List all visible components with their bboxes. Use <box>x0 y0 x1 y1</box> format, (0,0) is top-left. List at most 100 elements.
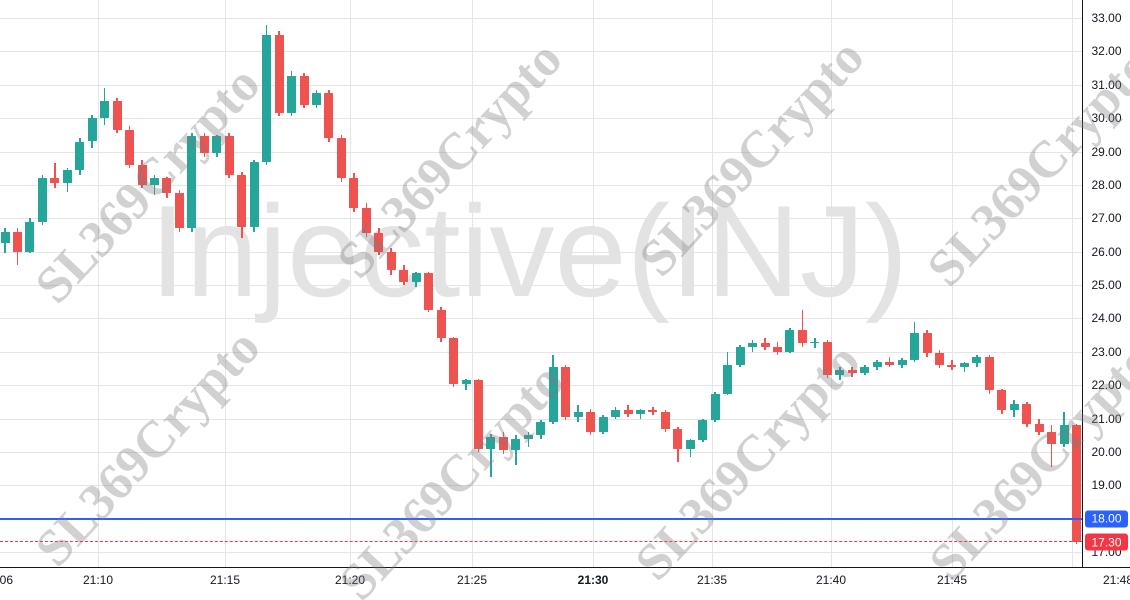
candle-wick <box>490 433 492 477</box>
candle-body <box>872 361 882 367</box>
candle-body <box>424 273 434 311</box>
time-axis[interactable]: 21:06 21:10 21:15 21:20 21:25 21:30 21:35 21:40… <box>0 567 1130 600</box>
gridline-vertical <box>98 0 99 567</box>
candle-body <box>1047 431 1057 444</box>
gridline-horizontal <box>0 351 1082 353</box>
candle-body <box>660 411 670 429</box>
candle-body <box>1009 403 1019 411</box>
candle-body <box>0 231 10 244</box>
gridline-vertical <box>593 0 594 567</box>
candle-body <box>386 251 396 270</box>
candle-body <box>673 428 683 449</box>
candle-wick <box>1050 425 1053 467</box>
gridline-horizontal <box>0 285 1082 287</box>
candle-body <box>37 178 47 222</box>
candle-body <box>586 411 596 432</box>
gridline-vertical <box>1072 0 1073 567</box>
gridline-horizontal <box>0 18 1082 19</box>
candle-body <box>685 440 695 449</box>
gridline-vertical <box>712 0 713 567</box>
candle-body <box>611 410 621 417</box>
candle-body <box>773 346 783 352</box>
candle-body <box>648 410 658 412</box>
candle-body <box>324 93 334 139</box>
candle-body <box>710 393 720 421</box>
gridline-horizontal <box>0 51 1082 53</box>
candle-body <box>922 333 932 354</box>
candle-body <box>548 366 558 422</box>
candle-body <box>287 76 297 114</box>
price-axis-label: 19.00 <box>1091 478 1122 493</box>
candle-body <box>224 136 234 175</box>
candle-body <box>212 136 222 154</box>
price-axis[interactable]: 33.00 32.00 31.00 30.00 29.00 28.00 27.00 26.00… <box>1082 0 1130 567</box>
price-axis-label: 28.00 <box>1091 177 1122 192</box>
candle-body <box>561 366 571 417</box>
candle-body <box>486 436 496 449</box>
gridline-horizontal <box>0 385 1082 387</box>
time-axis-label: 21:48 <box>1102 573 1130 587</box>
price-axis-label: 22.00 <box>1091 378 1122 393</box>
candle-body <box>810 341 820 344</box>
gridline-vertical <box>831 0 832 567</box>
candle-body <box>473 380 483 449</box>
price-line-18.00[interactable] <box>0 517 1082 520</box>
candle-wick <box>801 310 804 347</box>
price-axis-label: 23.00 <box>1091 344 1122 359</box>
gridline-vertical <box>350 0 351 567</box>
price-axis-label: 26.00 <box>1091 244 1122 259</box>
gridline-horizontal <box>0 418 1082 420</box>
candle-body <box>511 438 521 451</box>
candle-body <box>723 365 733 394</box>
candle-body <box>112 101 122 130</box>
candle-body <box>274 34 284 114</box>
price-axis-label: 27.00 <box>1091 211 1122 226</box>
candle-body <box>62 169 72 184</box>
candle-body <box>847 370 857 374</box>
candle-body <box>623 410 633 414</box>
price-axis-label: 25.00 <box>1091 278 1122 293</box>
candle-body <box>910 333 920 361</box>
time-axis-label: 21:40 <box>815 573 847 587</box>
candle-body <box>25 221 35 252</box>
candle-body <box>449 338 459 384</box>
candle-body <box>760 343 770 347</box>
candle-wick <box>639 408 642 419</box>
time-axis-label: 21:20 <box>334 573 366 587</box>
price-axis-label: 33.00 <box>1091 11 1122 25</box>
candle-body <box>635 410 645 414</box>
candle-wick <box>963 361 966 372</box>
symbol-watermark: Injective(INJ) <box>149 178 909 324</box>
candle-body <box>523 435 533 439</box>
time-axis-label: 21:45 <box>936 573 968 587</box>
candle-body <box>87 118 97 142</box>
candle-body <box>174 193 184 229</box>
candle-body <box>336 138 346 179</box>
price-axis-label: 20.00 <box>1091 444 1122 459</box>
gridline-horizontal <box>0 318 1082 320</box>
candle-body <box>573 411 583 417</box>
candle-body <box>399 270 409 282</box>
candle-body <box>536 421 546 436</box>
candle-body <box>860 366 870 374</box>
gridline-horizontal <box>0 118 1082 120</box>
candle-body <box>187 136 197 229</box>
candle-body <box>349 178 359 209</box>
candle-body <box>822 341 832 376</box>
candle-body <box>1022 403 1032 424</box>
candle-body <box>748 343 758 347</box>
candle-wick <box>515 435 517 466</box>
candle-body <box>361 208 371 234</box>
chart-canvas[interactable]: Injective(INJ) <box>0 0 1082 567</box>
candle-body <box>374 233 384 252</box>
candle-body <box>735 346 745 366</box>
candle-body <box>698 420 708 441</box>
candle-body <box>199 136 209 154</box>
candle-body <box>498 436 508 451</box>
candle-body <box>797 330 807 344</box>
price-axis-label: 29.00 <box>1091 144 1122 159</box>
gridline-horizontal <box>0 251 1082 253</box>
time-axis-label: 21:15 <box>209 573 241 587</box>
time-axis-label: 21:25 <box>456 573 488 587</box>
